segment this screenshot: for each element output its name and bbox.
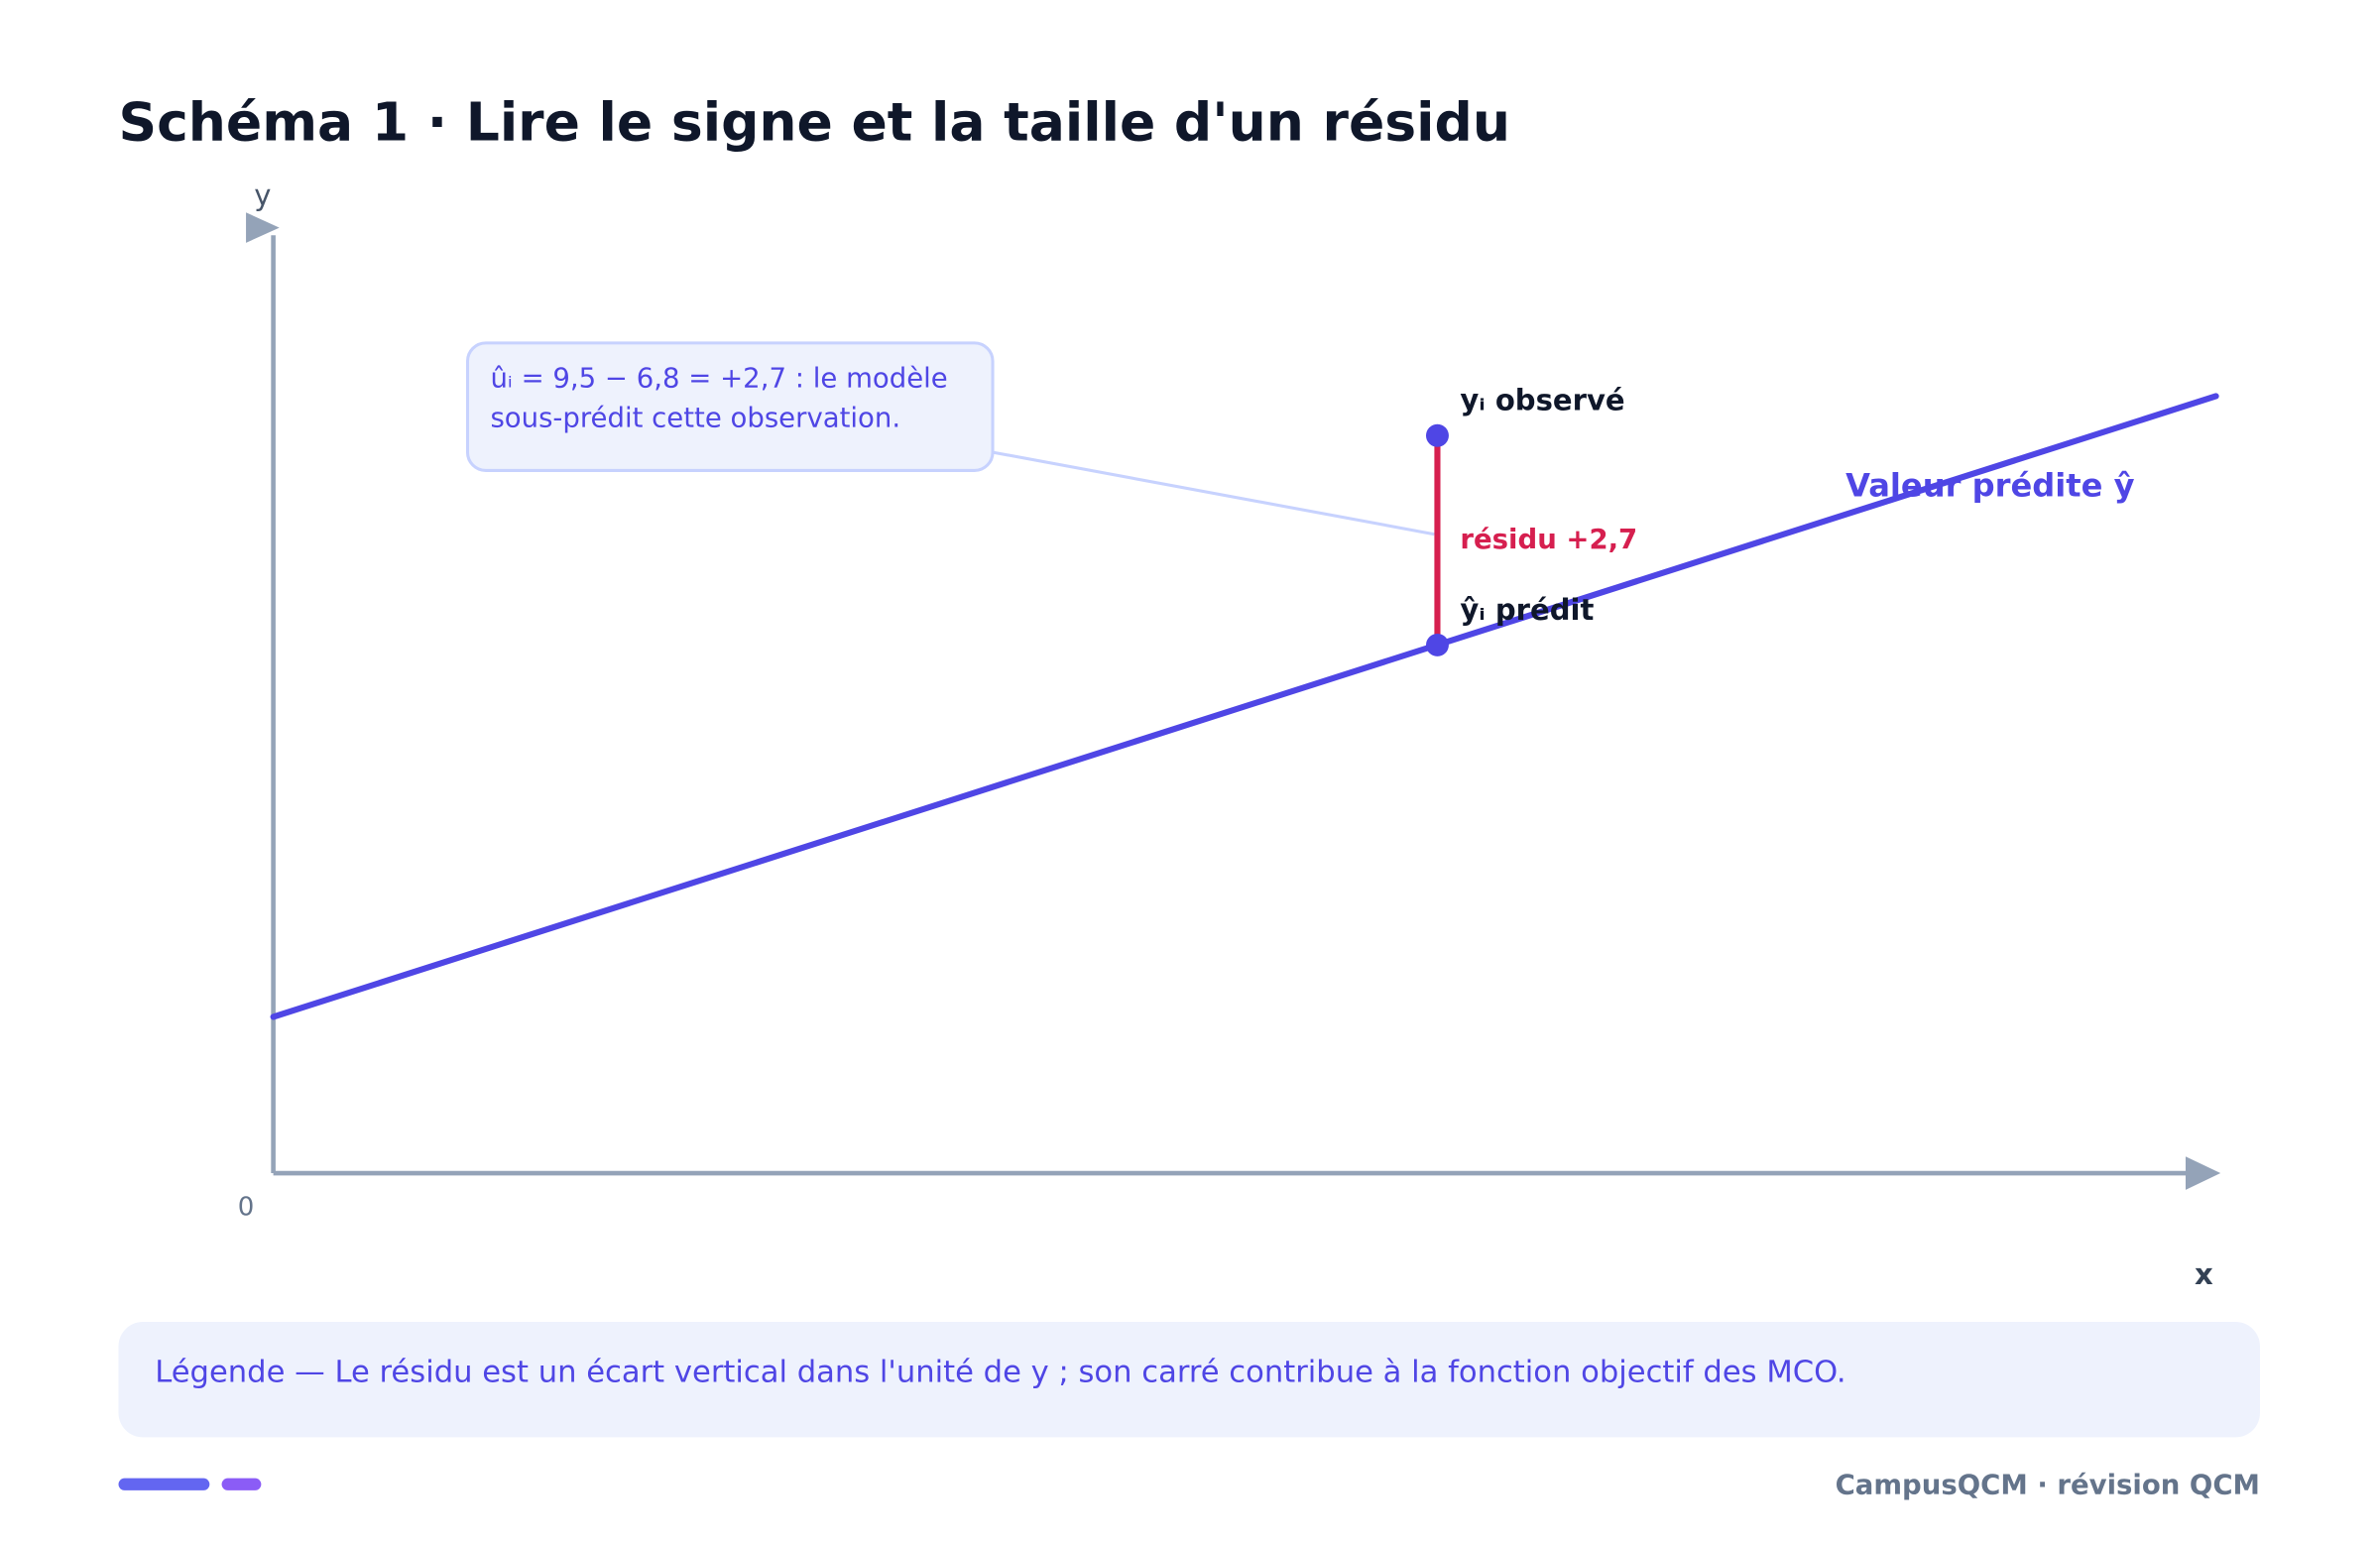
footer-text: CampusQCM · révision QCM <box>1836 1469 2260 1500</box>
observed-label: yᵢ observé <box>1460 384 1624 417</box>
callout-connector <box>992 450 1435 536</box>
regression-line <box>270 393 2219 1020</box>
legend-box <box>118 1322 2260 1438</box>
footer-bar <box>221 1478 262 1490</box>
y-axis-label: y <box>254 178 271 212</box>
title: Schéma 1 · Lire le signe et la taille d'… <box>119 91 1510 154</box>
y-axis-arrow <box>246 212 280 243</box>
footer-bar <box>118 1478 210 1490</box>
callout-text: ûᵢ = 9,5 − 6,8 = +2,7 : le modèle <box>490 363 947 395</box>
observed-point <box>1425 423 1449 447</box>
callout-text: sous-prédit cette observation. <box>490 402 900 433</box>
x-axis-label: x <box>2195 1257 2213 1291</box>
callout-box <box>465 341 995 472</box>
predicted-point <box>1425 633 1449 656</box>
line-label: Valeur prédite ŷ <box>1845 466 2134 504</box>
predicted-label: ŷᵢ prédit <box>1460 593 1594 627</box>
x-axis-arrow <box>2185 1156 2221 1190</box>
residual-label: résidu +2,7 <box>1460 524 1637 555</box>
origin-label: 0 <box>238 1193 255 1223</box>
legend-text: Légende — Le résidu est un écart vertica… <box>155 1356 1845 1390</box>
